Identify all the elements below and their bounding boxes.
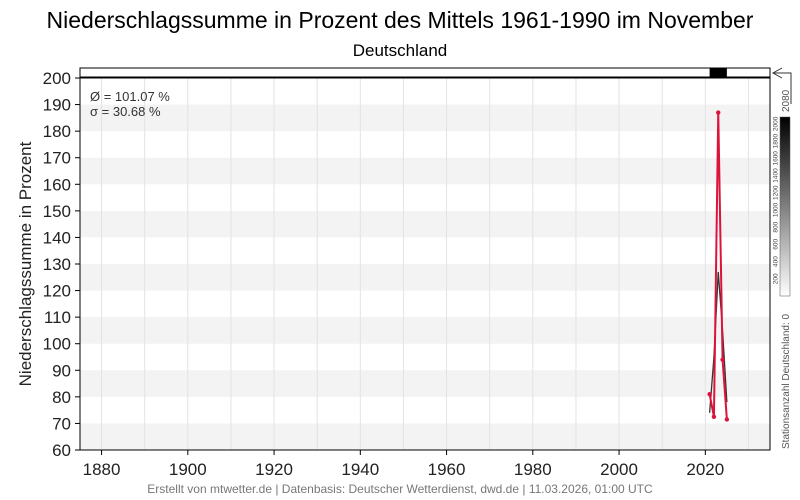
colorbar-tick-label: 200 [773,273,780,284]
colorbar-top-label: 2080 [781,89,792,112]
colorbar-arrow-icon [771,67,792,104]
plot-background [80,104,770,450]
colorbar-tick-label: 1400 [773,168,780,183]
chart-subtitle: Deutschland [353,41,448,60]
series-layer [707,110,730,422]
y-tick-label: 190 [43,96,71,115]
background-band [80,157,770,185]
colorbar-ticks: 200 400 600 800 1000 1200 1400 1600 1800 2000 [773,116,780,284]
x-tick-label: 1960 [428,460,466,479]
station-colorbar [779,116,791,297]
y-tick-label: 60 [52,441,71,460]
y-tick-label: 160 [43,175,71,194]
y-tick-label: 170 [43,149,71,168]
mean-stat: Ø = 101.07 % [90,89,170,104]
grid-lines [101,78,749,450]
colorbar-tick-label: 1200 [773,185,780,200]
chart-title: Niederschlagssumme in Prozent des Mittel… [47,7,754,33]
annual-point [716,110,721,115]
sigma-stat: σ = 30.68 % [90,104,161,119]
x-tick-label: 2020 [686,460,724,479]
x-tick-label: 1880 [83,460,121,479]
x-tick-label: 1900 [169,460,207,479]
y-tick-label: 110 [44,308,71,327]
y-tick-label: 150 [43,202,71,221]
colorbar-tick-label: 1000 [773,202,780,217]
colorbar-tick-label: 800 [773,221,780,232]
y-tick-label: 200 [43,69,71,88]
y-tick-label: 90 [52,361,71,380]
station-strip [79,67,771,78]
background-band [80,423,770,450]
y-tick-label: 130 [43,255,71,274]
x-tick-label: 1920 [255,460,293,479]
y-tick-label: 80 [52,388,71,407]
y-tick-label: 100 [43,335,71,354]
background-band [80,104,770,132]
x-tick-label: 1940 [341,460,379,479]
background-band [80,210,770,238]
y-tick-label: 180 [43,122,71,141]
background-band [80,264,770,291]
footer: Erstellt von mtwetter.de | Datenbasis: D… [147,482,653,496]
y-tick-label: 70 [52,414,71,433]
colorbar-tick-label: 400 [773,256,780,267]
x-tick-label: 2000 [600,460,638,479]
colorbar-label: Stationsanzahl Deutschland: 0 [781,313,792,449]
y-axis-label: Niederschlagssumme in Prozent [16,141,35,386]
smoothed-line [708,271,728,413]
colorbar-tick-label: 1600 [773,151,780,166]
annual-point [707,392,712,397]
station-bar [709,68,727,77]
colorbar-tick-label: 1800 [773,133,780,148]
x-axis-ticks: 1880 1900 1920 1940 1960 1980 2000 2020 [83,450,724,479]
annual-point [720,357,725,362]
y-tick-label: 140 [43,228,71,247]
colorbar-tick-label: 2000 [773,116,780,131]
colorbar-tick-label: 600 [773,239,780,250]
y-tick-label: 120 [43,282,71,301]
background-band [80,370,770,397]
background-band [80,317,770,344]
x-tick-label: 1980 [514,460,552,479]
y-axis-ticks: 60 70 80 90 100 110 120 130 140 150 160 170 180 190 20… [43,69,80,460]
annual-point [711,414,717,419]
annual-point [724,417,730,422]
